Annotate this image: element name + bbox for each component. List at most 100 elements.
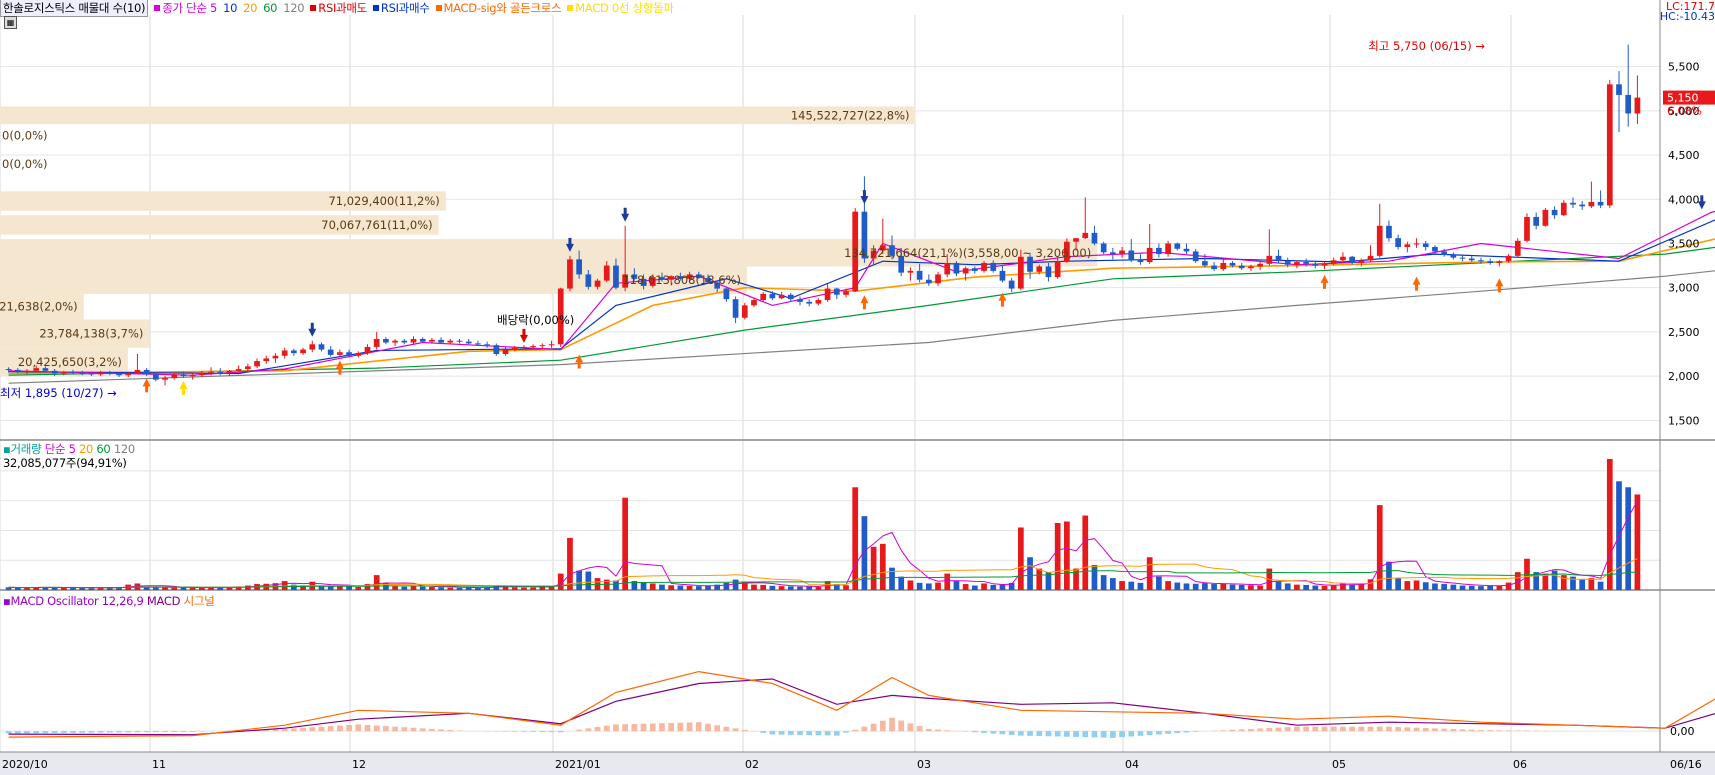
ma10-line [8,219,1715,375]
candle-body [953,262,960,274]
candle-body [1202,261,1208,266]
macd-osc-bar [24,731,30,734]
macd-osc-bar [1091,731,1098,738]
volume-bar [410,585,417,590]
macd-osc-bar [1257,728,1263,732]
volume-bar [705,585,711,590]
candle-body [1257,263,1263,267]
volume-bar [1450,584,1457,590]
candle-body [751,300,757,306]
candle-body [916,270,923,280]
volume-bar [438,587,444,590]
volume-bar [419,586,426,590]
macd-osc-bar [309,727,316,732]
candle-body [1174,243,1181,249]
macd-osc-bar [1395,727,1401,732]
volume-bar [1376,505,1383,590]
volume-bar [557,573,564,590]
candle-body [622,274,629,288]
x-tick-label: 2020/10 [2,758,48,771]
signal-line-label: 시그널 [183,594,215,608]
legend-item[interactable]: 60 [263,0,278,15]
volume-bar [1349,584,1355,590]
calculator-icon[interactable]: ▦ [4,16,17,29]
volume-bar [364,584,371,590]
volume-bar [576,570,582,590]
ma120-line [8,270,1715,384]
macd-osc-bar [1367,726,1374,732]
legend-item[interactable]: 종가 단순 5 [154,1,217,15]
volume-bar [5,587,12,590]
signal-arrow-up-icon [575,354,584,369]
macd-osc-bar [438,729,444,732]
macd-osc-bar [88,731,95,733]
signal-arrow-up-icon [335,360,344,375]
ma20-line [8,238,1715,375]
chart-title[interactable]: 한솔로지스틱스 매물대 수(10) [0,0,149,17]
volume-profile-bar [0,215,439,235]
candle-body [1478,260,1484,262]
volume-bar [60,587,67,590]
volume-bar [24,587,30,590]
legend-item[interactable]: RSI과매도 [310,1,367,15]
macd-osc-bar [281,728,288,732]
legend-item[interactable]: MACD 0선 상향돌파 [567,1,674,15]
candle-body [1312,263,1319,266]
macd-osc-bar [1514,730,1521,732]
macd-osc-bar [291,728,297,732]
macd-osc-bar [806,731,813,736]
legend-item[interactable]: RSI과매수 [372,1,430,15]
volume-bar [1119,581,1125,590]
macd-osc-bar [14,731,21,734]
candle-body [668,276,675,280]
x-axis-band [0,752,1715,775]
candle-body [281,350,288,356]
volume-bar [1413,580,1420,590]
volume-bar [70,587,76,590]
macd-osc-bar [1156,731,1162,735]
candle-body [309,344,316,350]
candle-body [732,299,739,318]
macd-osc-bar [613,724,619,732]
legend-item[interactable]: 20 [243,0,258,15]
candle-body [14,369,21,372]
macd-osc-bar [1349,726,1355,732]
macd-osc-bar [1312,726,1319,732]
legend-item[interactable]: 10 [223,0,238,15]
volume-bar [208,587,214,590]
candle-body [907,270,914,273]
candle-body [585,274,592,287]
candle-body [1542,209,1549,226]
volume-bar [1229,584,1236,590]
candle-body [640,278,647,286]
signal-arrow-up-icon [1320,274,1329,289]
candle-body [962,268,969,274]
candle-body [1045,266,1052,278]
candle-body [373,338,380,347]
macd-osc-bar [1376,726,1383,732]
candle-body [327,349,334,355]
volume-bar [189,587,196,590]
volume-bar [1128,581,1135,590]
macd-osc-bar [585,728,592,732]
macd-osc-bar [1064,731,1070,737]
legend-item[interactable]: MACD-sig와 골든크로스 [435,1,562,15]
signal-line [8,670,1715,738]
macd-osc-bar [79,731,86,733]
candle-body [1100,243,1107,253]
price-tick-label: 5,000 [1668,105,1700,118]
macd-osc-bar [1284,727,1291,732]
macd-osc-bar [603,725,610,732]
candle-body [254,361,260,367]
candle-body [806,301,813,304]
volume-bar [502,586,509,590]
volume-bar [686,585,693,590]
candle-body [143,369,150,375]
legend-item[interactable]: 120 [283,0,305,15]
candle-body [429,339,435,342]
volume-bar [567,537,573,590]
signal-arrow-down-icon [621,207,630,222]
volume-profile-label: 23,784,138(3,7%) [39,327,143,341]
macd-osc-bar [401,727,408,732]
